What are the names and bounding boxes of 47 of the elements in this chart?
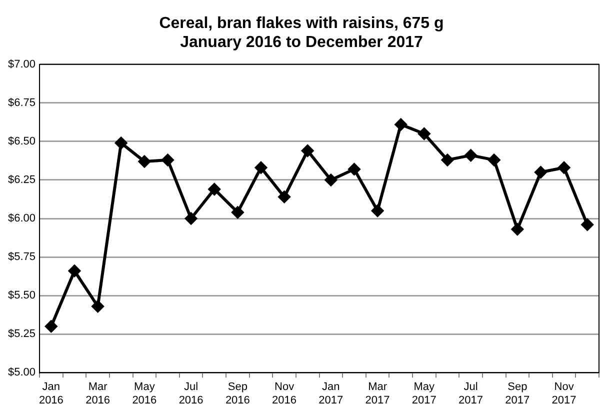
- point: [534, 166, 547, 178]
- x-tick-label: May 2016: [132, 381, 157, 406]
- point: [138, 155, 150, 168]
- y-tick-label: $6.50: [8, 135, 36, 148]
- x-tick-label: Jul 2016: [178, 381, 204, 406]
- point: [254, 162, 267, 174]
- point: [232, 206, 244, 218]
- x-tick-label: Jan 2017: [318, 381, 344, 406]
- x-tick-label: Sep 2016: [225, 381, 250, 406]
- point: [558, 162, 570, 174]
- x-tick-label: Jul 2017: [458, 381, 484, 406]
- x-tick-label: May 2017: [412, 381, 436, 406]
- y-tick-label: $5.00: [8, 366, 36, 379]
- point: [324, 174, 337, 186]
- point: [185, 212, 198, 224]
- point: [488, 154, 500, 166]
- point: [278, 190, 290, 203]
- x-tick-label: Mar 2016: [86, 381, 110, 406]
- x-tick-label: Mar 2017: [365, 381, 390, 406]
- point: [394, 118, 407, 130]
- x-tick-label: Nov 2016: [272, 381, 297, 406]
- x-tick-label: Jan 2016: [38, 381, 64, 406]
- y-tick-label: $6.25: [8, 174, 36, 186]
- point: [418, 128, 430, 140]
- point: [348, 163, 360, 176]
- y-tick-label: $6.00: [8, 212, 36, 225]
- point: [302, 144, 314, 157]
- point: [68, 264, 80, 277]
- point: [372, 204, 384, 217]
- point: [115, 136, 128, 149]
- chart-subtitle: January 2016 to December 2017: [180, 34, 424, 52]
- point: [92, 300, 104, 312]
- point: [581, 218, 594, 231]
- y-tick-label: $5.25: [8, 328, 36, 340]
- x-tick-label: Nov 2017: [552, 381, 576, 406]
- y-tick-label: $7.00: [8, 58, 36, 70]
- y-tick-label: $5.75: [8, 251, 36, 264]
- x-tick-label: Sep 2017: [505, 381, 530, 406]
- y-tick-label: $6.75: [8, 96, 36, 109]
- point: [441, 154, 454, 166]
- point: [162, 154, 174, 166]
- point: [511, 223, 524, 236]
- point: [45, 320, 58, 332]
- chart-title: Cereal, bran flakes with raisins, 675 g: [159, 15, 444, 32]
- point: [208, 183, 220, 196]
- point: [464, 149, 477, 162]
- y-tick-label: $5.50: [8, 290, 36, 302]
